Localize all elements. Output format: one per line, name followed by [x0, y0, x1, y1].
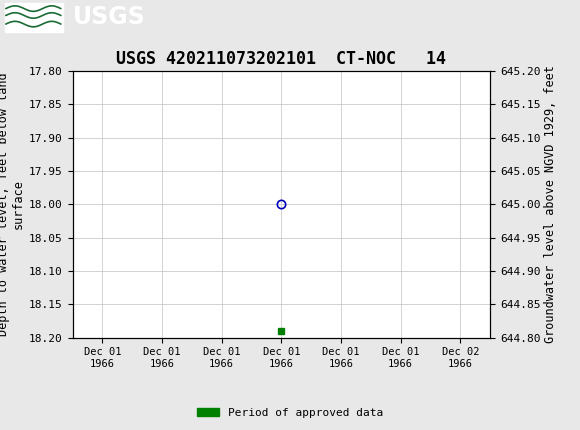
Legend: Period of approved data: Period of approved data	[193, 403, 387, 422]
FancyBboxPatch shape	[5, 3, 63, 32]
Title: USGS 420211073202101  CT-NOC   14: USGS 420211073202101 CT-NOC 14	[117, 50, 446, 68]
Y-axis label: Groundwater level above NGVD 1929, feet: Groundwater level above NGVD 1929, feet	[545, 65, 557, 343]
Y-axis label: Depth to water level, feet below land
surface: Depth to water level, feet below land su…	[0, 72, 25, 336]
Text: USGS: USGS	[72, 5, 145, 29]
